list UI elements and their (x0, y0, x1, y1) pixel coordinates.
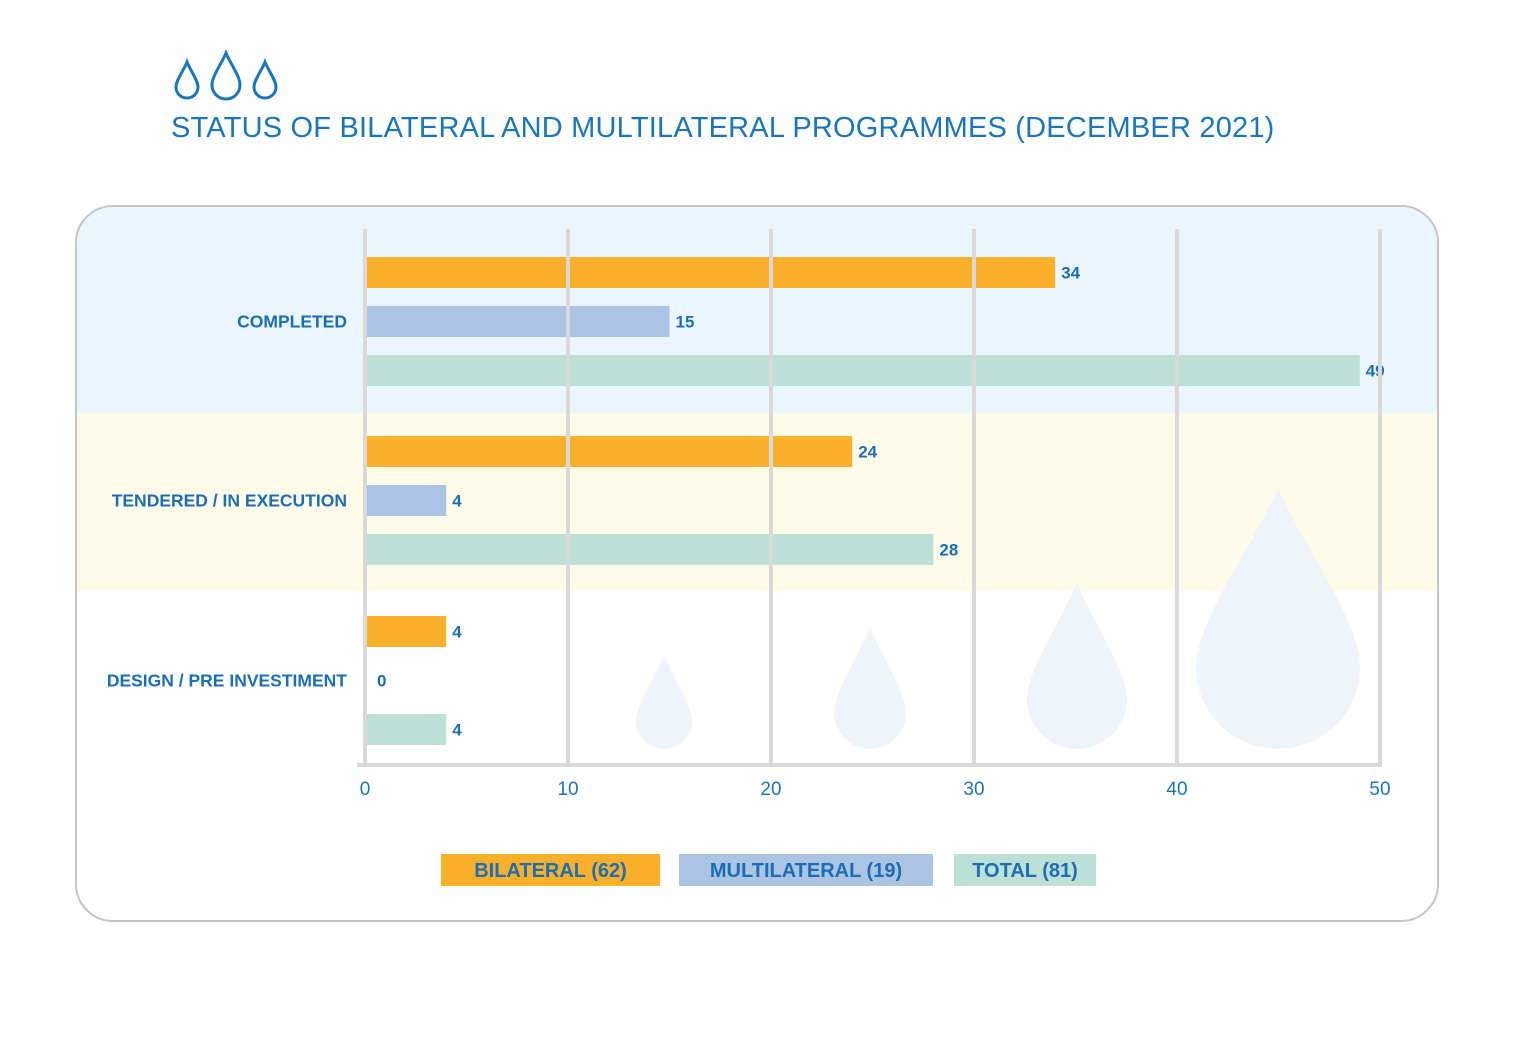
legend-swatch-bilateral (441, 854, 660, 886)
bar-bilateral (367, 616, 447, 647)
tick-label: 20 (760, 779, 781, 800)
bar-multilateral (367, 485, 447, 516)
water-drop-icon (1027, 583, 1127, 749)
bar-total (367, 714, 447, 745)
legend-item-multilateral: MULTILATERAL (19) (710, 860, 902, 882)
bar-total (367, 534, 934, 565)
bar-bilateral (367, 257, 1056, 288)
water-drop-icon (636, 655, 692, 749)
bar-multilateral (367, 306, 670, 337)
data-label: 28 (939, 541, 958, 560)
legend-item-total: TOTAL (81) (972, 860, 1078, 882)
water-drop-icon (834, 627, 906, 749)
legend-item-bilateral: BILATERAL (62) (474, 860, 627, 882)
water-drop-icon (1196, 489, 1360, 749)
tick-label: 50 (1369, 779, 1390, 800)
water-drop-icon (174, 57, 200, 100)
category-label: TENDERED / IN EXECUTION (112, 491, 347, 511)
category-label: DESIGN / PRE INVESTIMENT (107, 671, 347, 691)
tick-label: 10 (557, 779, 578, 800)
legend-swatch-total (954, 854, 1096, 886)
tick-label: 30 (963, 779, 984, 800)
tick-label: 40 (1166, 779, 1187, 800)
water-drop-icon (252, 57, 278, 100)
tick-label: 0 (360, 779, 371, 800)
chart-panel: 34 24 4 15 4 0 49 28 4 0 10 20 30 40 50 COMPLETED TENDER… (75, 205, 1439, 922)
bar-bilateral (367, 436, 853, 467)
category-label: COMPLETED (237, 312, 347, 332)
data-label: 0 (377, 672, 386, 691)
data-label: 4 (452, 721, 462, 740)
chart-title: STATUS OF BILATERAL AND MULTILATERAL PRO… (171, 112, 1275, 144)
bar-total (367, 355, 1360, 386)
legend-swatch-multilateral (679, 854, 933, 886)
water-drops-icon (174, 50, 278, 101)
water-drop-icon (210, 50, 242, 101)
data-label: 4 (452, 492, 462, 511)
data-label: 4 (452, 623, 462, 642)
data-label: 24 (858, 443, 877, 462)
data-label: 34 (1061, 264, 1080, 283)
data-label: 15 (676, 313, 695, 332)
